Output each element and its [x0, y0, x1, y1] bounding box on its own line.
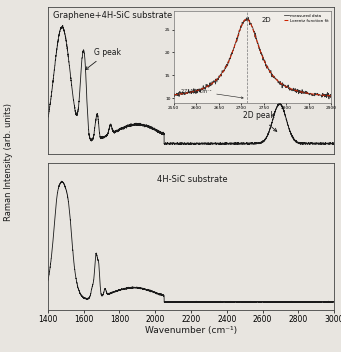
- Text: Graphene+4H-SiC substrate: Graphene+4H-SiC substrate: [54, 12, 173, 20]
- Text: 2D peak: 2D peak: [243, 112, 277, 131]
- Text: 4H-SiC substrate: 4H-SiC substrate: [157, 175, 227, 183]
- Text: Raman Intensity (arb. units): Raman Intensity (arb. units): [4, 103, 13, 221]
- Text: G peak: G peak: [85, 48, 121, 70]
- X-axis label: Wavenumber (cm⁻¹): Wavenumber (cm⁻¹): [145, 326, 237, 335]
